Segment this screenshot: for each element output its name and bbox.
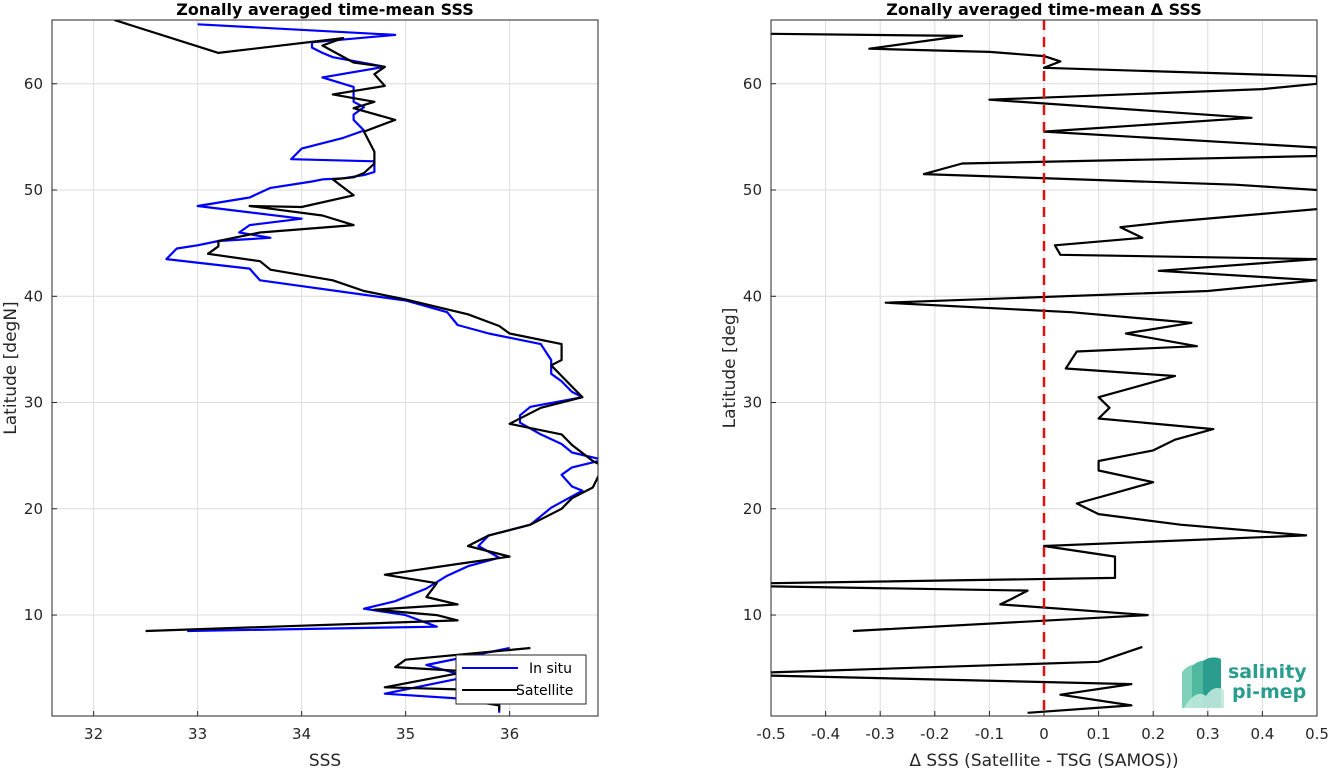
left-x-axis-label: SSS (309, 751, 341, 769)
x-tick-label: -0.2 (920, 725, 949, 743)
y-tick-label: 50 (24, 181, 43, 199)
x-tick-label: 32 (84, 725, 103, 743)
y-tick-label: 10 (743, 606, 762, 624)
left-y-axis-label: Latitude [degN] (1, 301, 21, 434)
x-tick-label: 0.3 (1196, 725, 1220, 743)
x-tick-label: 35 (396, 725, 415, 743)
right-series-lines (771, 32, 1317, 714)
logo-text-salinity: salinity (1228, 661, 1307, 683)
x-tick-label: 0.4 (1250, 725, 1274, 743)
y-tick-label: 40 (24, 287, 43, 305)
x-tick-label: 0 (1039, 725, 1049, 743)
y-tick-label: 60 (24, 75, 43, 93)
right-chart-title: Zonally averaged time-mean Δ SSS (886, 0, 1202, 19)
delta-sss-line (771, 585, 1149, 633)
right-panel: Zonally averaged time-mean Δ SSS -0.5 -0.… (720, 0, 1329, 769)
delta-sss-line (771, 674, 1133, 714)
left-grid (52, 20, 598, 716)
y-tick-label: 50 (743, 181, 762, 199)
x-tick-label: 36 (500, 725, 519, 743)
y-tick-label: 10 (24, 606, 43, 624)
x-tick-label: -0.4 (811, 725, 840, 743)
x-tick-label: 0.1 (1087, 725, 1111, 743)
x-tick-label: 34 (292, 725, 311, 743)
x-tick-label: 0.5 (1305, 725, 1329, 743)
logo-wave-icon (1182, 657, 1224, 708)
y-tick-label: 30 (743, 394, 762, 412)
legend-label-satellite: Satellite (516, 683, 573, 699)
left-series-lines (114, 20, 598, 713)
delta-sss-line (771, 645, 1143, 674)
x-tick-label: 33 (188, 725, 207, 743)
y-tick-label: 20 (24, 500, 43, 518)
y-tick-label: 30 (24, 394, 43, 412)
x-tick-label: 0.2 (1141, 725, 1165, 743)
left-axis-ticks: 32 33 34 35 36 10 20 30 40 50 60 (24, 75, 519, 743)
legend-label-in-situ: In situ (529, 661, 572, 677)
x-tick-label: -0.5 (756, 725, 785, 743)
salinity-pi-mep-logo: salinity pi-mep (1182, 657, 1307, 708)
series-line-in-situ (165, 23, 598, 633)
x-tick-label: -0.3 (866, 725, 895, 743)
legend-box (455, 654, 587, 705)
right-axis-ticks: -0.5 -0.4 -0.3 -0.2 -0.1 0 0.1 0.2 0.3 0.4 0.5 10 20… (743, 75, 1329, 743)
right-y-axis-label: Latitude [deg] (720, 308, 740, 429)
series-line-satellite (114, 20, 598, 633)
left-plot-frame (51, 19, 599, 717)
legend: In situ Satellite (455, 654, 587, 705)
delta-sss-line (771, 208, 1317, 585)
x-tick-label: -0.1 (975, 725, 1004, 743)
logo-text-pi-mep: pi-mep (1232, 681, 1306, 703)
left-panel: Zonally averaged time-mean SSS 32 33 34 35 3… (1, 0, 599, 769)
y-tick-label: 20 (743, 500, 762, 518)
right-x-axis-label: Δ SSS (Satellite - TSG (SAMOS)) (909, 751, 1178, 769)
y-tick-label: 60 (743, 75, 762, 93)
y-tick-label: 40 (743, 287, 762, 305)
left-chart-title: Zonally averaged time-mean SSS (176, 0, 474, 19)
delta-sss-line (771, 32, 1317, 192)
